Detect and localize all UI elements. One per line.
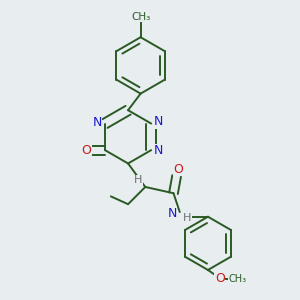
Text: N: N [153, 116, 163, 128]
Text: O: O [173, 163, 183, 176]
Text: O: O [81, 144, 91, 157]
Text: N: N [167, 207, 177, 220]
Text: CH₃: CH₃ [229, 274, 247, 284]
Text: N: N [92, 116, 102, 129]
Text: H: H [134, 175, 142, 185]
Text: O: O [215, 272, 225, 285]
Text: H: H [183, 213, 191, 223]
Text: N: N [153, 144, 163, 157]
Text: CH₃: CH₃ [131, 12, 150, 22]
